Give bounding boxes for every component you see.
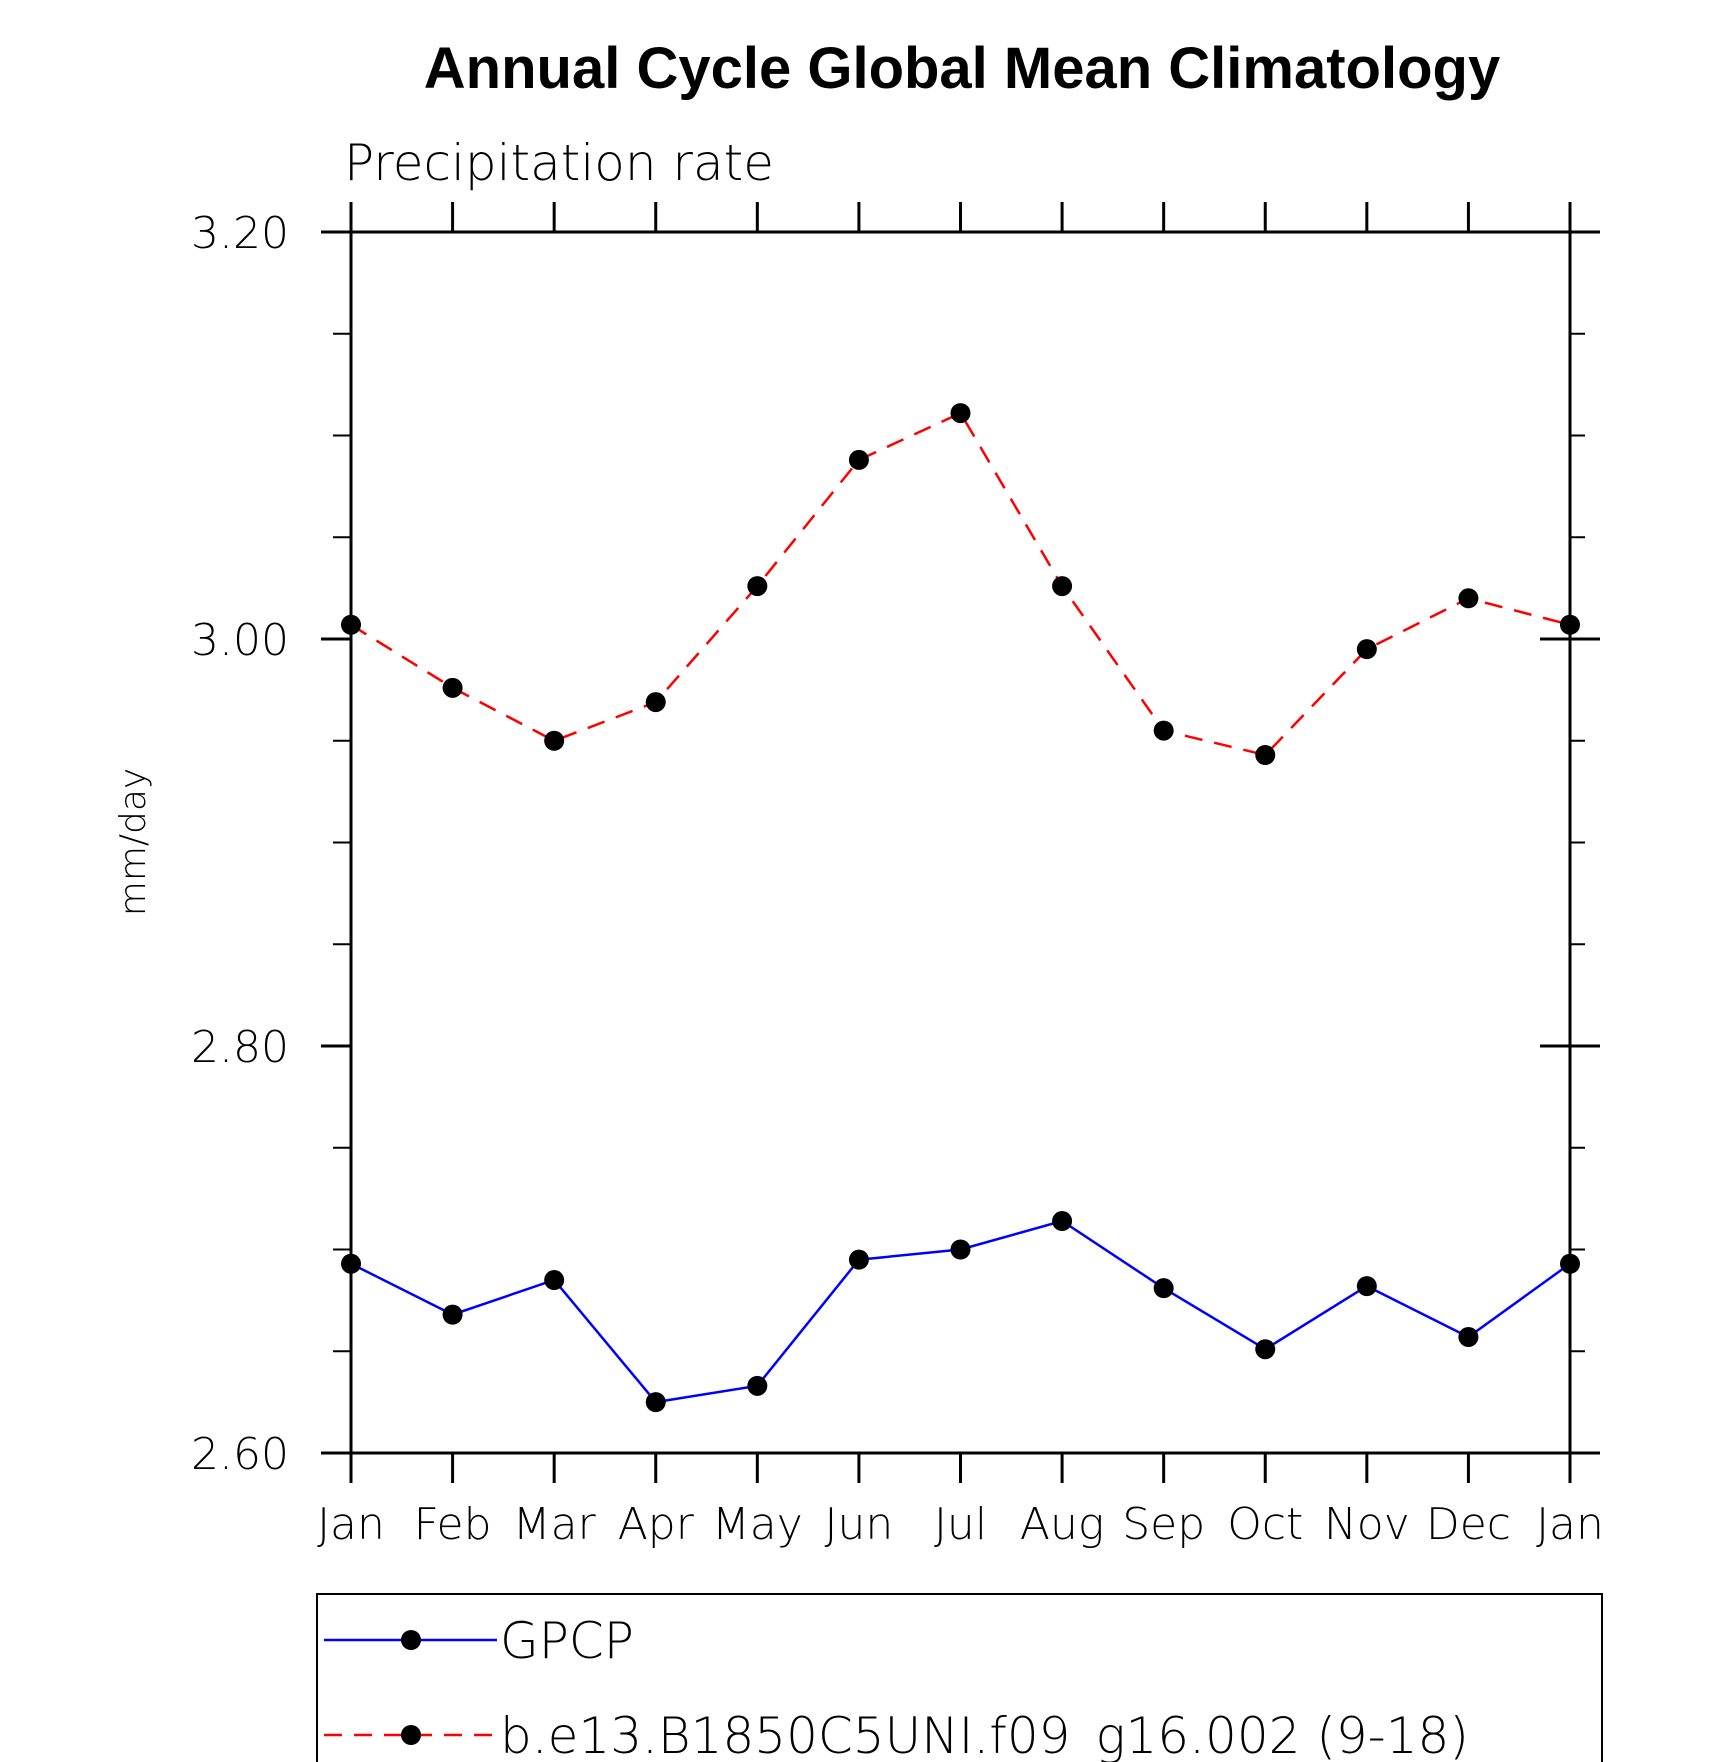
x-tick-label: May	[712, 1499, 803, 1550]
data-point	[950, 1239, 971, 1260]
data-point	[848, 1249, 869, 1270]
x-axis-ticks: Jan Feb Mar Apr May Jun Jul Aug Sep Oct Nov Dec Jan	[317, 202, 1604, 1550]
data-point	[645, 1392, 666, 1413]
data-point	[341, 614, 361, 635]
x-tick-label: Jan	[317, 1499, 385, 1550]
data-point	[1052, 1211, 1073, 1232]
legend-box	[316, 1593, 1603, 1762]
y-tick-label: 3.00	[191, 615, 289, 666]
series-layer	[341, 403, 1580, 1413]
x-tick-label: Sep	[1122, 1499, 1205, 1550]
x-tick-label: Apr	[618, 1499, 695, 1550]
series-model	[341, 403, 1580, 765]
data-point	[442, 1304, 463, 1325]
data-point	[1153, 1278, 1174, 1299]
data-point	[1255, 744, 1276, 765]
x-tick-label: Nov	[1324, 1499, 1410, 1550]
data-point	[747, 576, 768, 597]
legend-label: GPCP	[500, 1612, 634, 1670]
data-point	[950, 403, 971, 424]
y-tick-label: 3.20	[191, 208, 289, 259]
data-point	[1458, 588, 1479, 609]
chart-title: Annual Cycle Global Mean Climatology	[424, 36, 1500, 101]
data-point	[1560, 614, 1580, 635]
legend-label: b.e13.B1850C5UNI.f09_g16.002 (9-18)	[500, 1707, 1469, 1762]
y-axis-ticks: 2.60 2.80 3.00 3.20	[191, 208, 1600, 1480]
legend-marker	[401, 1725, 421, 1745]
legend-marker	[401, 1630, 421, 1650]
series-line	[350, 411, 1571, 757]
data-point	[1458, 1327, 1479, 1348]
y-tick-label: 2.60	[191, 1429, 289, 1480]
x-tick-label: Feb	[414, 1499, 492, 1550]
data-point	[645, 692, 666, 713]
x-tick-label: Jun	[825, 1499, 894, 1550]
legend: GPCP b.e13.B1850C5UNI.f09_g16.002 (9-18)	[316, 1593, 1603, 1762]
data-point	[1356, 1276, 1377, 1297]
y-tick-label: 2.80	[191, 1022, 289, 1073]
data-point	[544, 730, 565, 751]
x-tick-label: Jan	[1536, 1499, 1604, 1550]
data-point	[1153, 720, 1174, 741]
data-point	[1255, 1339, 1276, 1360]
data-point	[442, 677, 463, 698]
chart-subtitle: Precipitation rate	[344, 134, 774, 192]
data-point	[848, 449, 869, 470]
data-point	[1356, 639, 1377, 660]
x-tick-label: Aug	[1020, 1499, 1104, 1550]
data-point	[544, 1270, 565, 1291]
x-tick-label: Dec	[1426, 1499, 1511, 1550]
data-point	[341, 1253, 361, 1274]
y-axis-label: mm/day	[113, 768, 154, 916]
data-point	[1560, 1253, 1580, 1274]
series-gpcp	[341, 1211, 1580, 1413]
x-tick-label: Jul	[934, 1499, 987, 1550]
data-point	[747, 1375, 768, 1396]
x-tick-label: Oct	[1227, 1499, 1303, 1550]
data-point	[1052, 576, 1073, 597]
x-tick-label: Mar	[513, 1499, 597, 1550]
